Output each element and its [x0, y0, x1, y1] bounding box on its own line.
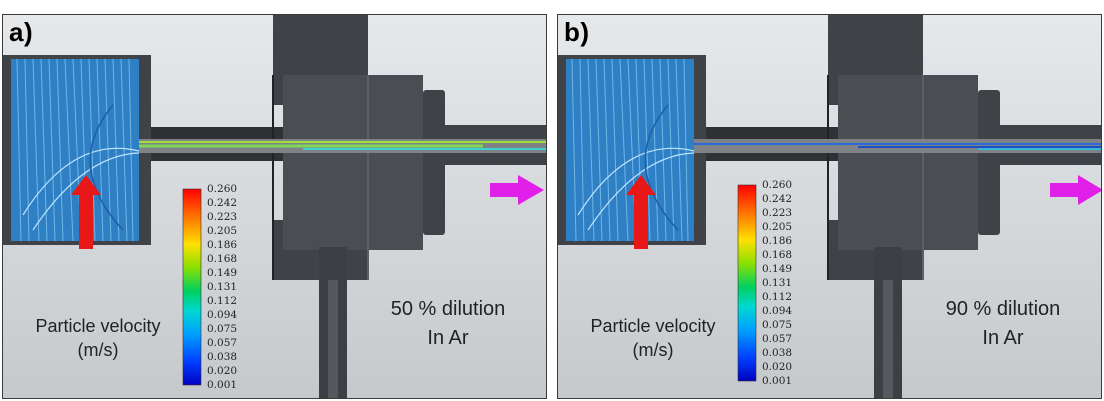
tick-label: 0.186: [207, 239, 238, 251]
velocity-label: Particle velocity (m/s): [578, 314, 728, 363]
tick-label: 0.075: [762, 319, 793, 331]
tick-label: 0.242: [207, 197, 238, 209]
tick-label: 0.242: [762, 193, 793, 205]
panel-label: a): [9, 17, 34, 47]
dilution-gas: In Ar: [982, 327, 1024, 349]
velocity-label-line1: Particle velocity: [35, 316, 161, 336]
cfd-scene-b: [558, 15, 1101, 398]
outlet-arrow: [1050, 175, 1101, 205]
particle-jet: [694, 139, 1101, 153]
dilution-label: 90 % dilution In Ar: [928, 295, 1078, 353]
outlet-arrow: [490, 175, 544, 205]
tick-label: 0.260: [762, 179, 793, 191]
velocity-label-units: (m/s): [632, 340, 674, 361]
tick-label: 0.020: [762, 361, 793, 373]
dilution-gas: In Ar: [427, 327, 469, 349]
tick-label: 0.260: [207, 183, 238, 195]
tick-label: 0.112: [762, 291, 793, 303]
tick-label: 0.001: [762, 375, 793, 387]
velocity-label: Particle velocity (m/s): [23, 314, 173, 363]
particle-jet: [139, 139, 546, 153]
tick-label: 0.001: [207, 379, 238, 391]
tick-label: 0.149: [207, 267, 238, 279]
tick-label: 0.038: [207, 351, 238, 363]
cfd-scene-a: [3, 15, 546, 398]
tick-label: 0.112: [207, 295, 238, 307]
tick-label: 0.205: [762, 221, 793, 233]
tick-label: 0.223: [207, 211, 238, 223]
tick-label: 0.057: [207, 337, 238, 349]
colorbar-gradient: [737, 184, 757, 382]
panel-label: b): [564, 17, 590, 47]
tick-label: 0.186: [762, 235, 793, 247]
tick-label: 0.094: [762, 305, 793, 317]
panel-b: b) 0.260 0.242 0.223 0.205 0.186 0.168 0…: [557, 14, 1102, 399]
velocity-label-units: (m/s): [77, 340, 119, 361]
panel-a: a) 0.260 0.242 0.223 0.205 0.186 0.168 0…: [2, 14, 547, 399]
tick-label: 0.094: [207, 309, 238, 321]
inlet-arrow: [71, 175, 101, 249]
tick-label: 0.168: [762, 249, 793, 261]
tick-label: 0.223: [762, 207, 793, 219]
tick-label: 0.205: [207, 225, 238, 237]
dilution-percent: 50 % dilution: [390, 298, 506, 320]
velocity-label-line1: Particle velocity: [590, 316, 716, 336]
tick-label: 0.075: [207, 323, 238, 335]
chamber-streamlines: [11, 58, 140, 242]
dilution-percent: 90 % dilution: [945, 298, 1061, 320]
tick-label: 0.131: [762, 277, 793, 289]
colorbar-gradient: [182, 188, 202, 386]
tick-label: 0.038: [762, 347, 793, 359]
dilution-label: 50 % dilution In Ar: [373, 295, 523, 353]
tick-label: 0.149: [762, 263, 793, 275]
tick-label: 0.168: [207, 253, 238, 265]
inlet-arrow: [626, 175, 656, 249]
tick-label: 0.057: [762, 333, 793, 345]
tick-label: 0.020: [207, 365, 238, 377]
tick-label: 0.131: [207, 281, 238, 293]
chamber-streamlines: [566, 58, 695, 242]
